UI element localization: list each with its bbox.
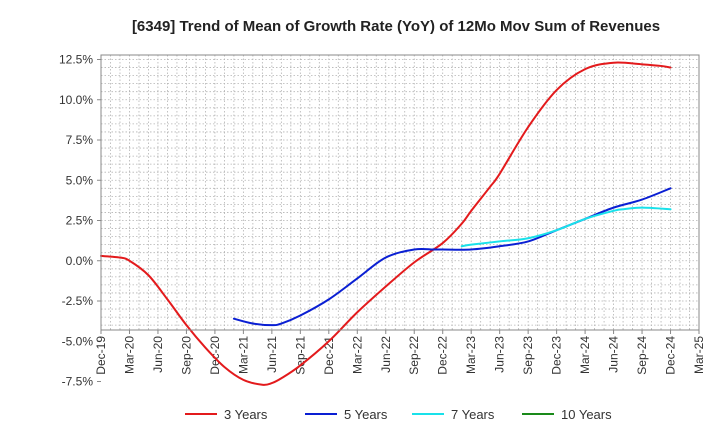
- x-tick-label: Sep-24: [635, 336, 649, 375]
- y-tick-label: 12.5%: [59, 53, 93, 67]
- legend-label-10-years: 10 Years: [561, 407, 612, 422]
- x-tick-label: Dec-22: [436, 336, 450, 375]
- series-line-3-years: [100, 61, 672, 386]
- x-tick-label: Dec-19: [94, 336, 108, 375]
- x-tick-label: Dec-23: [550, 336, 564, 375]
- x-tick-label: Mar-23: [464, 336, 478, 374]
- plot-area: [101, 55, 699, 330]
- y-axis: 12.5% 10.0% 7.5% 5.0% 2.5% 0.0% -2.5% -5.0% -7.5…: [59, 53, 101, 389]
- x-tick-label: Mar-22: [350, 336, 364, 374]
- x-tick-label: Sep-20: [179, 336, 193, 375]
- x-tick-label: Jun-20: [151, 336, 165, 373]
- y-tick-label: -2.5%: [62, 294, 94, 308]
- x-tick-label: Mar-21: [236, 336, 250, 374]
- x-tick-label: Dec-24: [664, 336, 678, 375]
- legend: 3 Years 5 Years 7 Years 10 Years: [185, 407, 612, 422]
- x-tick-label: Sep-21: [293, 336, 307, 375]
- gridlines: [101, 55, 699, 330]
- y-tick-label: 7.5%: [66, 133, 94, 147]
- x-tick-label: Mar-24: [578, 336, 592, 374]
- x-tick-label: Jun-21: [265, 336, 279, 373]
- legend-label-7-years: 7 Years: [451, 407, 495, 422]
- x-tick-label: Dec-20: [208, 336, 222, 375]
- series-lines: [100, 61, 672, 386]
- x-tick-label: Jun-24: [607, 336, 621, 373]
- x-tick-label: Sep-23: [521, 336, 535, 375]
- y-tick-label: -7.5%: [62, 375, 94, 389]
- x-tick-label: Sep-22: [407, 336, 421, 375]
- chart-title: [6349] Trend of Mean of Growth Rate (YoY…: [132, 18, 660, 35]
- y-tick-label: -5.0%: [62, 334, 94, 348]
- x-tick-label: Mar-25: [692, 336, 706, 374]
- x-axis: Dec-19 Mar-20 Jun-20 Sep-20 Dec-20 Mar-21 Jun-…: [94, 330, 706, 375]
- x-tick-label: Mar-20: [122, 336, 136, 374]
- y-tick-label: 10.0%: [59, 93, 93, 107]
- plot-border: [100, 54, 700, 331]
- legend-label-3-years: 3 Years: [224, 407, 268, 422]
- legend-label-5-years: 5 Years: [344, 407, 388, 422]
- y-tick-label: 0.0%: [66, 254, 94, 268]
- x-tick-label: Jun-23: [493, 336, 507, 373]
- x-tick-label: Jun-22: [379, 336, 393, 373]
- y-tick-label: 2.5%: [66, 214, 94, 228]
- y-tick-label: 5.0%: [66, 173, 94, 187]
- series-line-7-years: [460, 206, 672, 248]
